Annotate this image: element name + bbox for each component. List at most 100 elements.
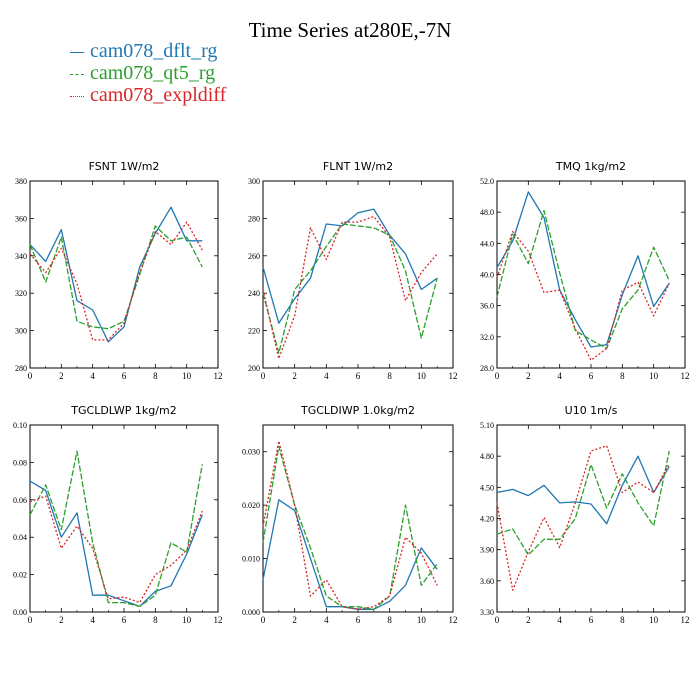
- x-tick-label: 12: [449, 371, 458, 381]
- series-line-cam078_qt5_rg: [496, 209, 670, 350]
- y-tick-label: 240: [248, 289, 260, 298]
- series-line-cam078_expldiff: [496, 445, 670, 591]
- x-tick-label: 12: [681, 371, 690, 381]
- legend-label-dflt: cam078_dflt_rg: [90, 40, 218, 62]
- plot-frame: [29, 180, 219, 369]
- y-tick-label: 0.010: [242, 555, 260, 564]
- y-tick-label: 280: [15, 364, 27, 373]
- chart-figure-title: Time Series at280E,-7N: [248, 18, 452, 42]
- y-tick-label: 0.04: [13, 533, 27, 542]
- y-tick-label: 0.10: [13, 421, 27, 430]
- x-tick-label: 4: [90, 615, 95, 625]
- x-tick-label: 0: [261, 371, 266, 381]
- x-tick-label: 0: [261, 615, 266, 625]
- x-tick-label: 8: [387, 371, 392, 381]
- chart-panel-6: U10 1m/s 0 2 4 6 8 10 12 3.30 3.60 3.90 4.20 4.50 4.8…: [480, 404, 690, 625]
- legend-item-expldiff: cam078_expldiff: [70, 84, 226, 106]
- x-tick-label: 4: [90, 371, 95, 381]
- legend-label-qt5: cam078_qt5_rg: [90, 62, 216, 84]
- x-tick-label: 0: [495, 615, 500, 625]
- x-tick-label: 6: [356, 371, 361, 381]
- chart-title: TGCLDLWP 1kg/m2: [70, 404, 176, 417]
- y-tick-label: 3.90: [480, 546, 494, 555]
- x-tick-label: 0: [28, 615, 33, 625]
- x-tick-label: 12: [214, 615, 223, 625]
- chart-panel-3: TMQ 1kg/m2 0 2 4 6 8 10 12 28.0 32.0 36.0 40.0 44.0 4…: [480, 160, 690, 381]
- y-tick-label: 300: [248, 177, 260, 186]
- x-tick-label: 10: [417, 371, 427, 381]
- series-line-cam078_dflt_rg: [29, 480, 203, 608]
- x-tick-label: 6: [589, 371, 594, 381]
- x-tick-label: 2: [59, 371, 64, 381]
- y-tick-label: 36.0: [480, 302, 494, 311]
- x-tick-label: 4: [324, 615, 329, 625]
- y-tick-label: 0.08: [13, 458, 27, 467]
- y-tick-label: 340: [15, 252, 27, 261]
- y-tick-label: 44.0: [480, 239, 494, 248]
- plot-frame: [29, 424, 219, 613]
- y-tick-label: 300: [15, 327, 27, 336]
- chart-title: FLNT 1W/m2: [323, 160, 393, 173]
- x-tick-label: 4: [324, 371, 329, 381]
- chart-panel-2: FLNT 1W/m2 0 2 4 6 8 10 12 200 220 240 260 280 300: [248, 160, 458, 381]
- chart-panel-5: TGCLDIWP 1.0kg/m2 0 2 4 6 8 10 12 0.000 0.010 0.02…: [242, 404, 458, 625]
- x-tick-label: 2: [292, 371, 297, 381]
- legend-swatch-expldiff: [70, 95, 84, 97]
- series-line-cam078_qt5_rg: [262, 223, 438, 354]
- y-tick-label: 200: [248, 364, 260, 373]
- y-tick-label: 32.0: [480, 333, 494, 342]
- x-tick-label: 2: [526, 371, 531, 381]
- chart-panel-1: FSNT 1W/m2 0 2 4 6 8 10 12 280 300 320 340 360 380: [15, 160, 223, 381]
- series-line-cam078_expldiff: [29, 495, 203, 604]
- y-tick-label: 280: [248, 214, 260, 223]
- y-tick-label: 4.50: [480, 483, 494, 492]
- y-tick-label: 0.00: [13, 608, 27, 617]
- x-tick-label: 8: [387, 615, 392, 625]
- y-tick-label: 40.0: [480, 271, 494, 280]
- y-tick-label: 5.10: [480, 421, 494, 430]
- y-tick-label: 3.30: [480, 608, 494, 617]
- x-tick-label: 10: [182, 371, 192, 381]
- x-tick-label: 2: [526, 615, 531, 625]
- x-tick-label: 6: [589, 615, 594, 625]
- y-tick-label: 28.0: [480, 364, 494, 373]
- x-tick-label: 0: [495, 371, 500, 381]
- series-line-cam078_dflt_rg: [496, 191, 670, 348]
- x-tick-label: 6: [122, 371, 127, 381]
- y-tick-label: 48.0: [480, 208, 494, 217]
- series-line-cam078_qt5_rg: [262, 445, 438, 610]
- series-line-cam078_expldiff: [29, 221, 203, 341]
- x-tick-label: 2: [292, 615, 297, 625]
- legend-item-qt5: cam078_qt5_rg: [70, 62, 215, 84]
- x-tick-label: 10: [649, 615, 659, 625]
- series-line-cam078_qt5_rg: [496, 450, 670, 556]
- y-tick-label: 52.0: [480, 177, 494, 186]
- x-tick-label: 12: [681, 615, 690, 625]
- x-tick-label: 10: [182, 615, 192, 625]
- chart-title: TMQ 1kg/m2: [555, 160, 626, 173]
- series-line-cam078_dflt_rg: [262, 499, 438, 610]
- y-tick-label: 0.000: [242, 608, 260, 617]
- x-tick-label: 10: [649, 371, 659, 381]
- y-tick-label: 0.02: [13, 571, 27, 580]
- y-tick-label: 0.06: [13, 496, 27, 505]
- legend-label-expldiff: cam078_expldiff: [90, 84, 227, 106]
- x-tick-label: 8: [620, 615, 625, 625]
- series-line-cam078_expldiff: [262, 215, 438, 360]
- y-tick-label: 220: [248, 327, 260, 336]
- y-tick-label: 3.60: [480, 577, 494, 586]
- x-tick-label: 8: [153, 371, 158, 381]
- x-tick-label: 2: [59, 615, 64, 625]
- x-tick-label: 8: [153, 615, 158, 625]
- y-tick-label: 4.80: [480, 452, 494, 461]
- x-tick-label: 12: [214, 371, 223, 381]
- y-tick-label: 4.20: [480, 515, 494, 524]
- series-line-cam078_expldiff: [262, 440, 438, 610]
- x-tick-label: 6: [356, 615, 361, 625]
- x-tick-label: 4: [557, 615, 562, 625]
- legend-swatch-dflt: [70, 51, 84, 53]
- y-tick-label: 380: [15, 177, 27, 186]
- series-line-cam078_dflt_rg: [29, 206, 203, 343]
- x-tick-label: 12: [449, 615, 458, 625]
